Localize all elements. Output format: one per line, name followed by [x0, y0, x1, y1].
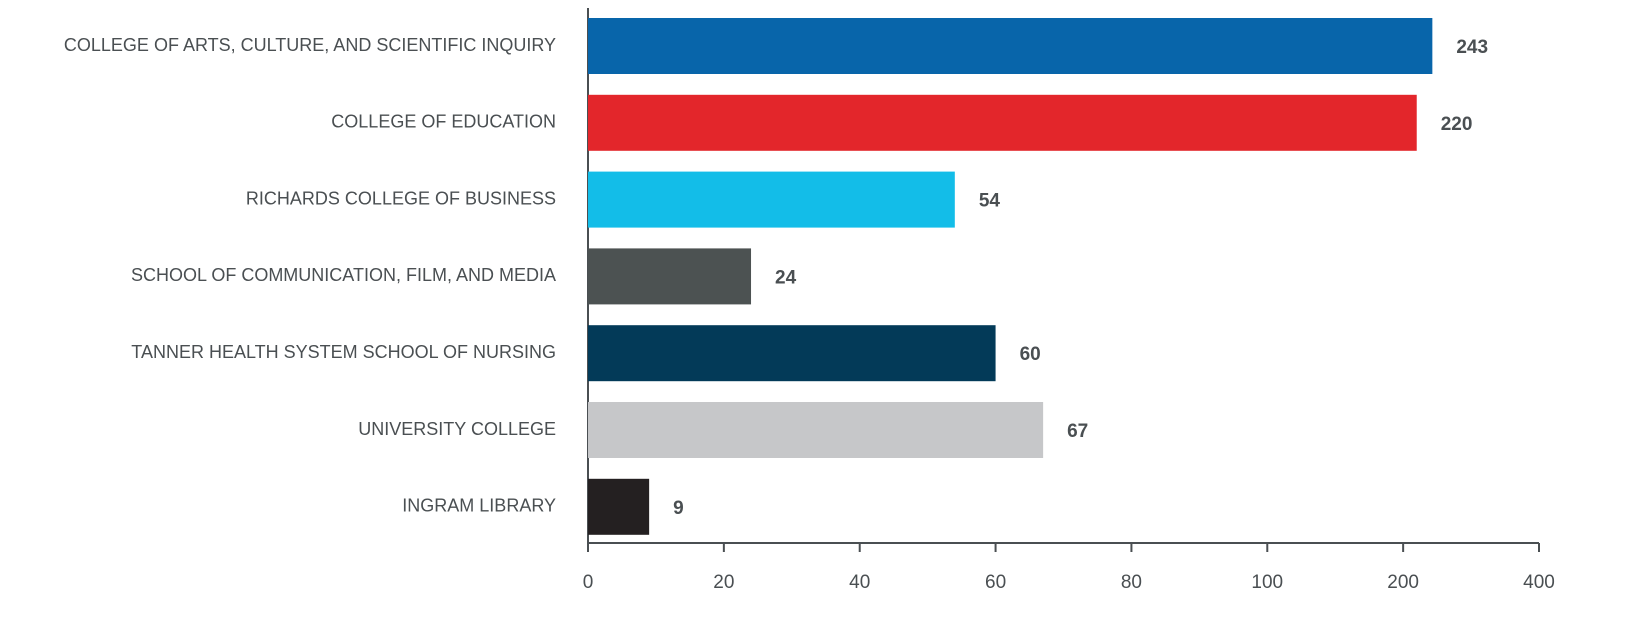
- category-label: RICHARDS COLLEGE OF BUSINESS: [246, 188, 556, 208]
- x-tick-label: 40: [849, 572, 870, 593]
- bar: [588, 18, 1433, 74]
- bar: [588, 478, 650, 535]
- category-label: UNIVERSITY COLLEGE: [358, 419, 556, 439]
- value-label: 60: [1020, 344, 1041, 365]
- x-tick-label: 80: [1121, 572, 1142, 593]
- x-tick-label: 100: [1251, 572, 1283, 593]
- x-tick-label: 20: [713, 572, 734, 593]
- x-tick-label: 0: [583, 572, 594, 593]
- category-label: TANNER HEALTH SYSTEM SCHOOL OF NURSING: [131, 342, 556, 362]
- category-label: SCHOOL OF COMMUNICATION, FILM, AND MEDIA: [131, 265, 556, 285]
- value-label: 9: [673, 498, 684, 519]
- value-label: 243: [1456, 37, 1488, 58]
- category-label: INGRAM LIBRARY: [402, 496, 556, 516]
- value-label: 220: [1441, 114, 1473, 135]
- bar: [588, 94, 1417, 151]
- x-tick-label: 60: [985, 572, 1006, 593]
- category-label: COLLEGE OF ARTS, CULTURE, AND SCIENTIFIC…: [64, 35, 556, 55]
- bar: [588, 171, 955, 228]
- bar: [588, 402, 1044, 458]
- bar: [588, 248, 752, 305]
- category-label: COLLEGE OF EDUCATION: [331, 112, 556, 132]
- x-tick-label: 200: [1387, 572, 1419, 593]
- value-label: 24: [775, 267, 797, 288]
- value-label: 67: [1067, 421, 1088, 442]
- value-label: 54: [979, 191, 1001, 212]
- bar: [588, 325, 996, 382]
- x-tick-label: 400: [1523, 572, 1555, 593]
